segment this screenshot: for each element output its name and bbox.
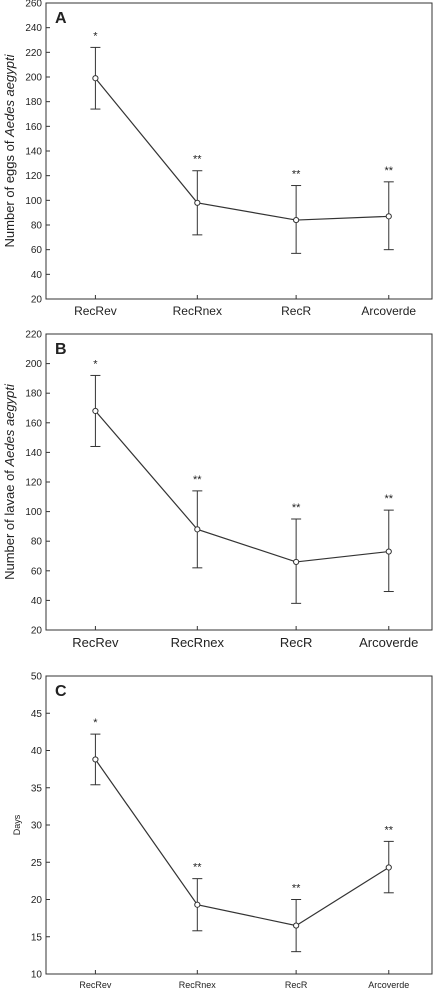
x-tick-label: RecR — [280, 635, 313, 650]
y-tick-label: 140 — [25, 448, 42, 459]
y-axis-label: Days — [12, 814, 22, 835]
y-tick-label: 60 — [31, 566, 43, 577]
y-axis-label: Number of eggs of Aedes aegypti — [2, 53, 17, 247]
significance-annotation: ** — [292, 502, 301, 514]
x-tick-label: RecRnex — [179, 980, 217, 990]
y-axis-label-text: Number of eggs of — [2, 137, 17, 248]
data-point — [194, 901, 201, 908]
y-tick-label: 160 — [25, 122, 42, 133]
x-tick-label: RecRnex — [171, 635, 225, 650]
panel-label: C — [55, 683, 67, 700]
y-tick-label: 220 — [25, 330, 42, 341]
y-tick-label: 120 — [25, 478, 42, 489]
panel-label: B — [55, 341, 67, 358]
y-tick-label: 120 — [25, 171, 42, 182]
series-line — [94, 77, 389, 221]
y-axis-label-species: Aedes aegypti — [2, 53, 17, 138]
significance-annotation: * — [93, 30, 98, 42]
y-tick-label: 50 — [31, 672, 43, 683]
y-tick-label: 180 — [25, 389, 42, 400]
y-tick-label: 160 — [25, 418, 42, 429]
series-line — [94, 759, 390, 927]
y-tick-label: 220 — [25, 48, 42, 59]
data-point — [92, 75, 99, 82]
significance-annotation: ** — [193, 154, 202, 166]
x-tick-label: Arcoverde — [361, 304, 416, 318]
data-point — [293, 558, 300, 566]
y-tick-label: 40 — [31, 270, 43, 281]
y-tick-label: 10 — [31, 970, 43, 981]
y-axis-label-species: Aedes aegypti — [2, 383, 17, 468]
y-tick-label: 30 — [31, 821, 43, 832]
significance-annotation: ** — [384, 493, 393, 505]
data-point — [194, 199, 201, 206]
y-tick-label: 80 — [31, 221, 43, 232]
data-point — [293, 216, 300, 224]
data-point — [92, 407, 99, 415]
y-axis-label-text: Days — [12, 814, 22, 835]
y-tick-label: 40 — [31, 596, 43, 607]
plot-frame — [45, 2, 433, 300]
chart-panel-b: 20 40 60 80 100 120 140 160 180 200 220 RecRev RecRn… — [2, 330, 433, 650]
significance-annotation: ** — [384, 165, 393, 177]
x-tick-label: RecRev — [72, 635, 119, 650]
significance-annotation: * — [93, 717, 98, 729]
y-axis-label-text: Number of lavae of — [2, 466, 17, 579]
significance-annotation: ** — [193, 474, 202, 486]
y-tick-label: 200 — [25, 359, 42, 370]
chart-panel-c: 10 15 20 25 30 35 40 45 50 RecRev RecRnex RecR Arcov… — [12, 672, 433, 990]
y-axis-label: Number of lavae of Aedes aegypti — [2, 383, 17, 580]
y-tick-label: 20 — [31, 626, 43, 637]
x-tick-label: RecR — [285, 980, 308, 990]
significance-annotation: ** — [193, 862, 202, 874]
chart-panel-a: 20 40 60 80 100 120 140 160 180 200 220 240 260 RecRe… — [2, 0, 433, 318]
significance-annotation: ** — [292, 883, 301, 895]
significance-annotation: * — [93, 358, 98, 370]
x-tick-label: RecRnex — [173, 304, 222, 318]
plot-frame — [45, 675, 433, 975]
y-tick-label: 35 — [31, 783, 43, 794]
y-tick-label: 140 — [25, 147, 42, 158]
x-tick-label: RecR — [281, 304, 311, 318]
x-tick-label: Arcoverde — [359, 635, 418, 650]
data-point — [385, 548, 392, 555]
y-tick-label: 45 — [31, 709, 43, 720]
y-tick-label: 100 — [25, 507, 42, 518]
data-point — [293, 922, 300, 929]
y-tick-label: 40 — [31, 746, 43, 757]
significance-annotation: ** — [384, 824, 393, 836]
y-tick-label: 15 — [31, 932, 43, 943]
y-tick-label: 60 — [31, 245, 43, 256]
y-tick-label: 20 — [31, 895, 43, 906]
data-point — [194, 526, 201, 533]
series-line — [94, 410, 389, 563]
y-tick-label: 240 — [25, 23, 42, 34]
x-tick-label: RecRev — [79, 980, 112, 990]
y-tick-label: 180 — [25, 97, 42, 108]
y-tick-label: 260 — [25, 0, 42, 10]
plot-frame — [45, 333, 433, 631]
y-tick-label: 20 — [31, 295, 43, 306]
data-point — [385, 864, 392, 871]
y-tick-label: 200 — [25, 73, 42, 84]
x-tick-label: Arcoverde — [368, 980, 409, 990]
panel-label: A — [55, 10, 67, 27]
y-tick-label: 100 — [25, 196, 42, 207]
x-tick-label: RecRev — [74, 304, 117, 318]
data-point — [92, 756, 99, 763]
y-tick-label: 25 — [31, 858, 43, 869]
significance-annotation: ** — [292, 169, 301, 181]
y-tick-label: 80 — [31, 537, 43, 548]
data-point — [385, 213, 392, 220]
